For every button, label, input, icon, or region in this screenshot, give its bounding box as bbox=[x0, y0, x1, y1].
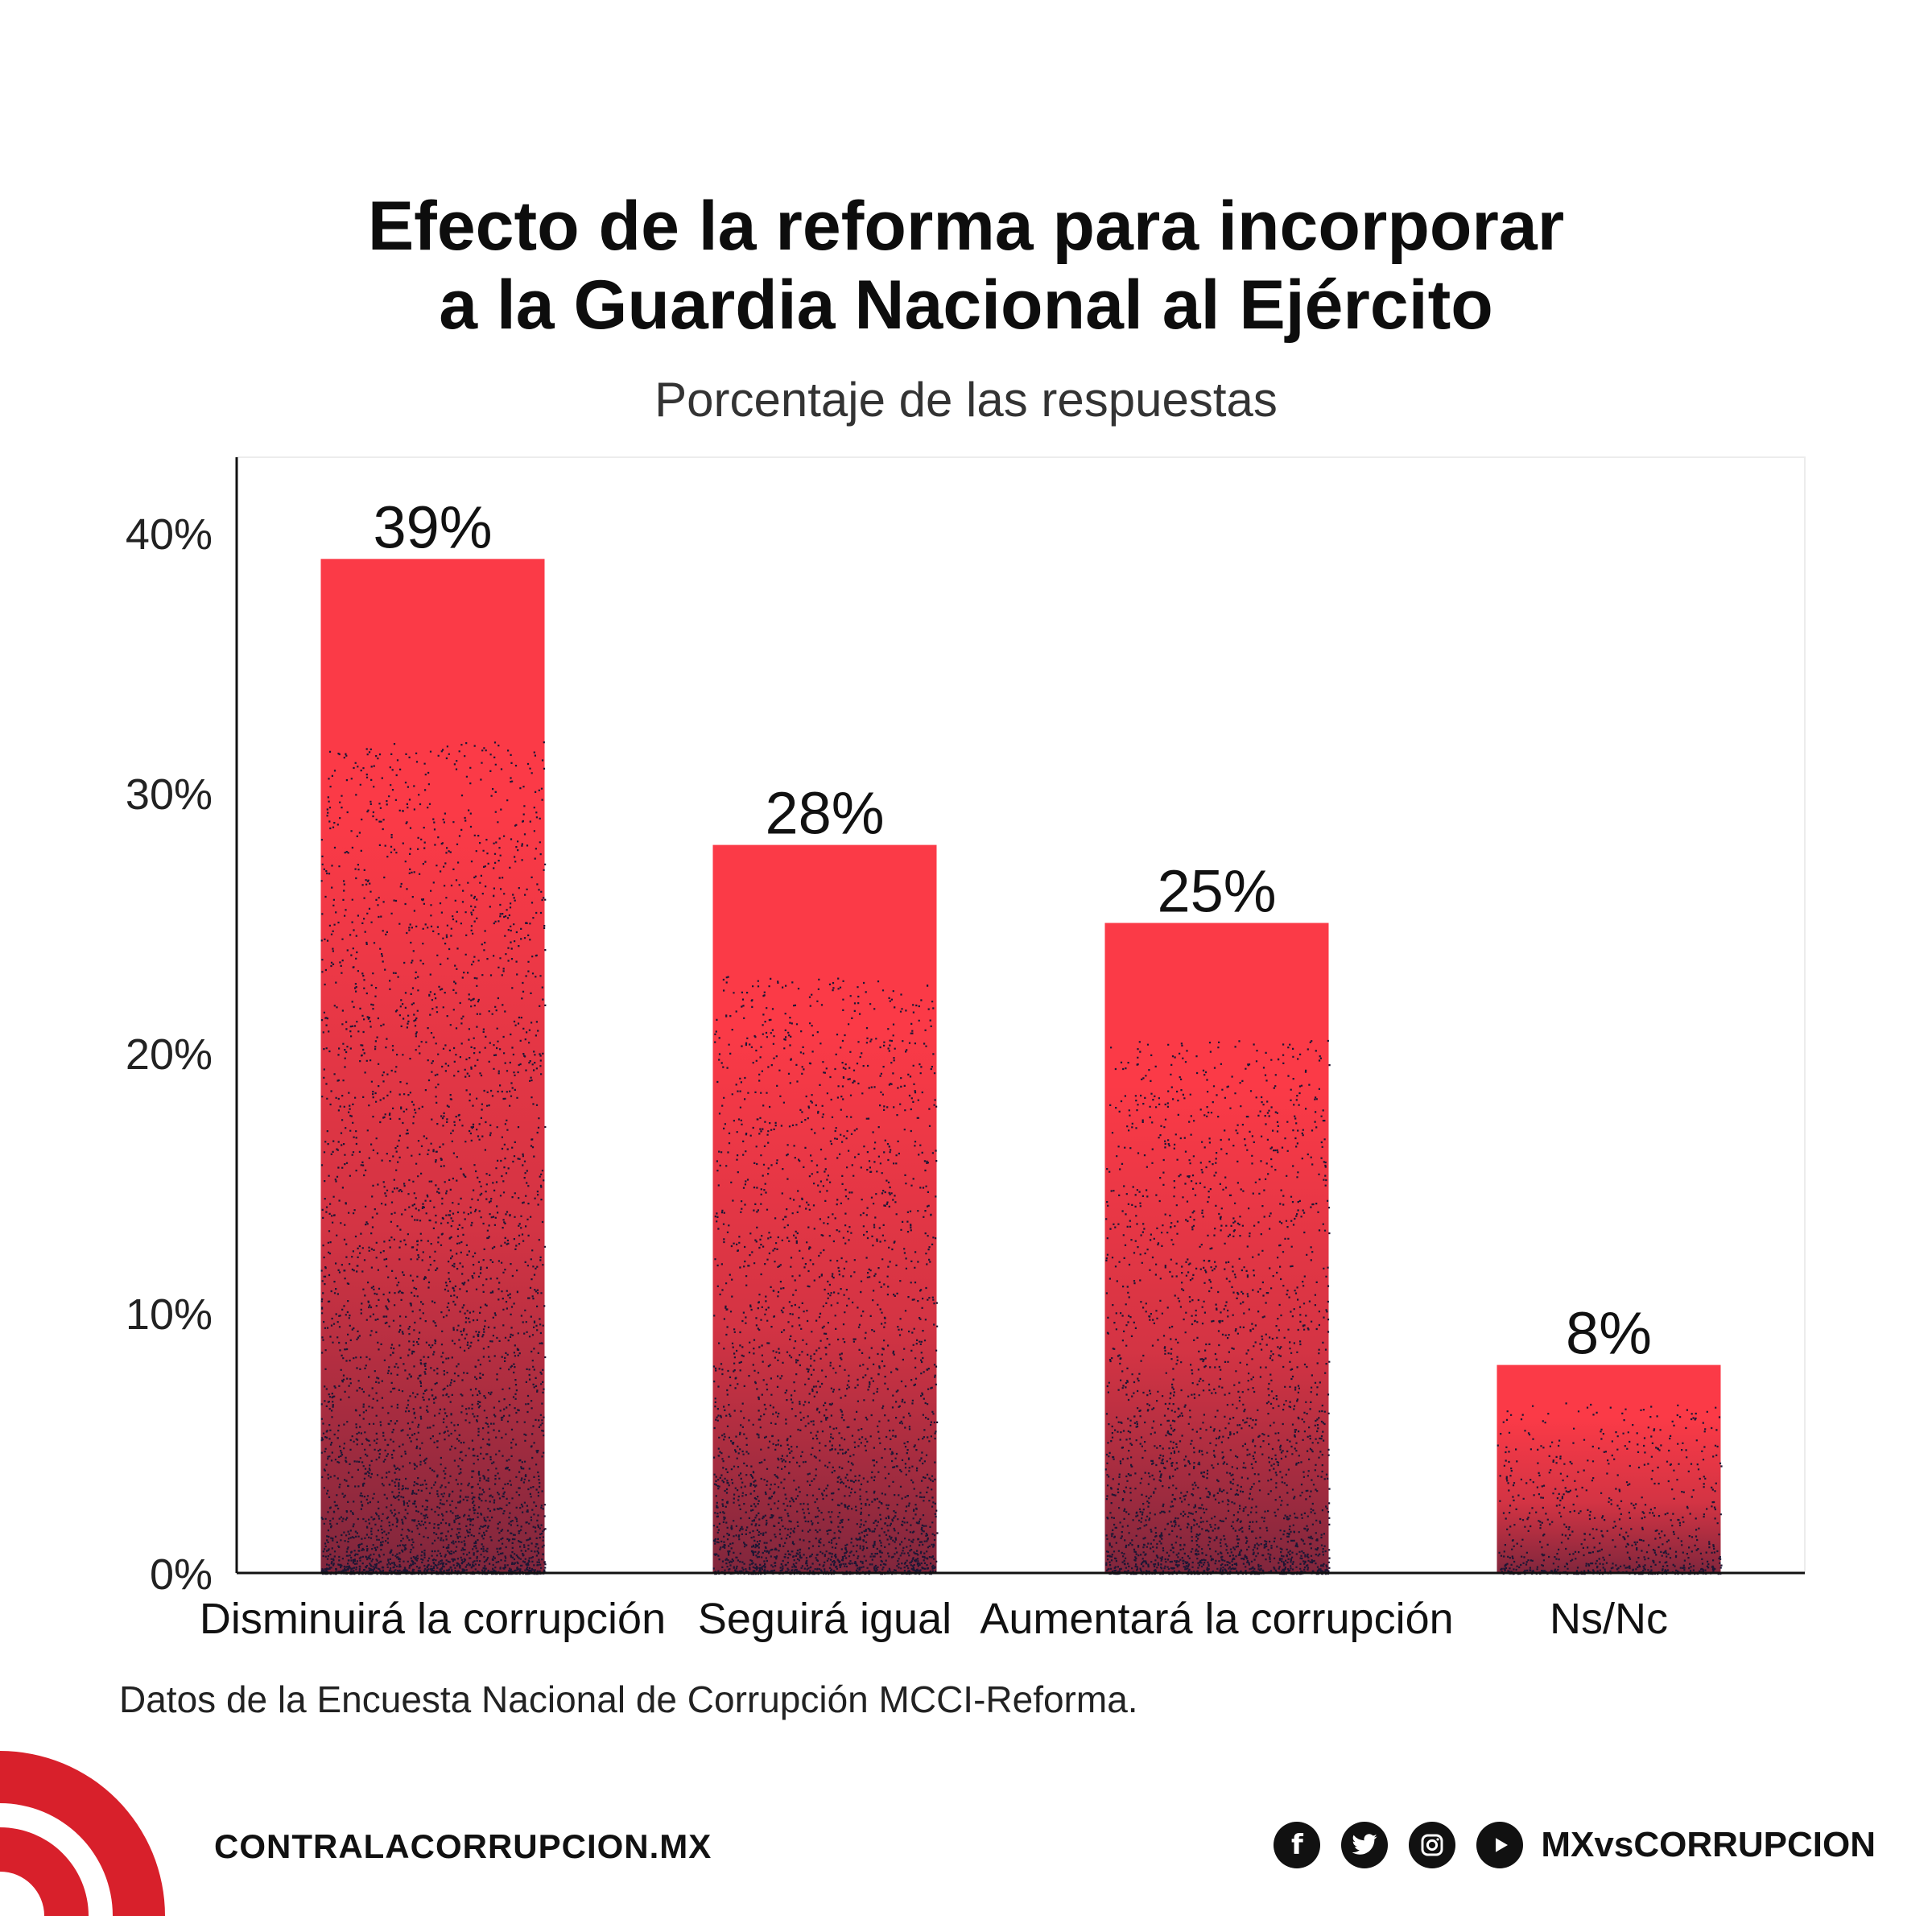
x-tick-label-2: Aumentará la corrupción bbox=[980, 1595, 1453, 1643]
x-tick-label-0: Disminuirá la corrupción bbox=[200, 1595, 666, 1643]
x-axis-ticks: Disminuirá la corrupción Seguirá igual Aum… bbox=[200, 1595, 1668, 1643]
bars-group bbox=[320, 559, 1723, 1575]
bar-shade-0 bbox=[320, 812, 545, 1573]
x-tick-label-1: Seguirá igual bbox=[698, 1595, 952, 1643]
bar-shade-2 bbox=[1104, 1085, 1329, 1573]
footer-website[interactable]: CONTRALACORRUPCION.MX bbox=[214, 1827, 712, 1865]
social-handle[interactable]: MXvsCORRUPCION bbox=[1541, 1825, 1876, 1864]
y-axis-ticks: 0% 10% 20% 30% 40% bbox=[126, 510, 213, 1599]
chart-title: Efecto de la reforma para incorporar a l… bbox=[0, 187, 1932, 345]
y-tick-label-2: 20% bbox=[126, 1030, 213, 1079]
bar-speckle-dots-1 bbox=[712, 976, 939, 1575]
y-tick-label-4: 40% bbox=[126, 510, 213, 559]
chart-title-line-2: a la Guardia Nacional al Ejército bbox=[439, 266, 1493, 344]
bar-speckle-1 bbox=[712, 976, 939, 1575]
data-label-0: 39% bbox=[373, 493, 492, 560]
y-tick-label-0: 0% bbox=[150, 1550, 213, 1599]
chart-title-line-1: Efecto de la reforma para incorporar bbox=[367, 188, 1565, 265]
data-labels: 39% 28% 25% 8% bbox=[373, 493, 1652, 1366]
bar-shade-1 bbox=[712, 1026, 937, 1573]
y-tick-label-3: 30% bbox=[126, 770, 213, 819]
facebook-icon[interactable]: f bbox=[1274, 1822, 1321, 1868]
source-note: Datos de la Encuesta Nacional de Corrupc… bbox=[119, 1678, 1138, 1720]
bar-chart: 0% 10% 20% 30% 40% Disminuirá la corrupción S… bbox=[126, 456, 1806, 1643]
twitter-icon[interactable] bbox=[1341, 1822, 1389, 1868]
youtube-icon[interactable] bbox=[1476, 1822, 1524, 1868]
x-tick-label-3: Ns/Nc bbox=[1550, 1595, 1668, 1643]
y-tick-label-1: 10% bbox=[126, 1290, 213, 1339]
social-bar: f MXvsCORRUPCION bbox=[1274, 1821, 1876, 1869]
data-label-1: 28% bbox=[765, 780, 884, 847]
instagram-icon[interactable] bbox=[1409, 1822, 1456, 1868]
brand-logo bbox=[0, 1751, 165, 1916]
data-label-3: 8% bbox=[1566, 1300, 1652, 1367]
chart-subtitle: Porcentaje de las respuestas bbox=[654, 373, 1278, 427]
bar-shade-3 bbox=[1496, 1417, 1721, 1573]
data-label-2: 25% bbox=[1157, 858, 1276, 925]
